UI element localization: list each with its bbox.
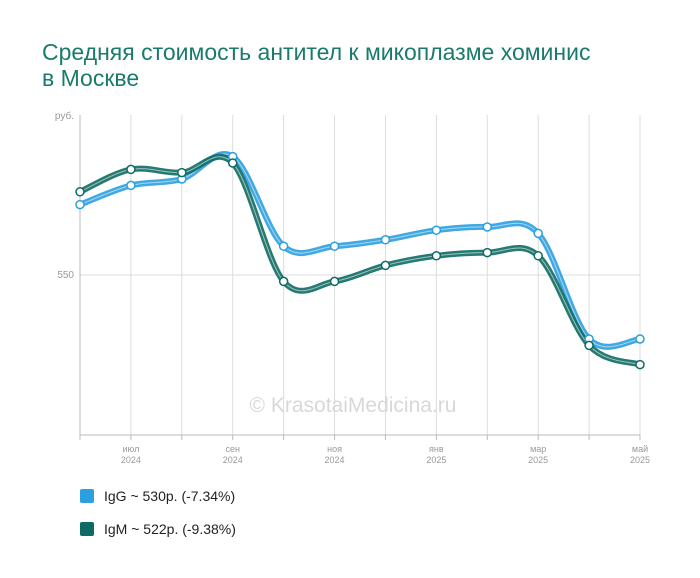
x-tick-label-year: 2025 (426, 455, 446, 465)
data-point-igg (482, 222, 493, 232)
data-point-igm (126, 164, 136, 175)
watermark: © KrasotaiMedicina.ru (250, 394, 457, 417)
chart-title: Средняя стоимость антител к микоплазме х… (42, 39, 591, 91)
data-point-igm (584, 340, 594, 351)
y-tick-label: 550 (57, 270, 74, 281)
data-point-igg (75, 199, 85, 210)
legend-item-igm[interactable]: IgM ~ 522р. (-9.38%) (80, 519, 236, 539)
x-tick-label-year: 2024 (121, 455, 141, 465)
x-tick-label-year: 2024 (223, 455, 243, 465)
x-tick-label-month: янв (429, 444, 444, 454)
data-point-igm (533, 251, 543, 261)
series-line-igg (77, 151, 643, 350)
series-points (75, 151, 645, 370)
data-point-igg (278, 241, 289, 251)
data-point-igm (380, 260, 391, 271)
data-point-igg (635, 334, 645, 344)
data-point-igm (227, 158, 238, 168)
legend-label-igg: IgG ~ 530р. (-7.34%) (104, 488, 236, 504)
series-lines (77, 151, 643, 368)
x-tick-label-month: ноя (327, 444, 342, 454)
legend-swatch-igm (80, 522, 94, 536)
x-tick-label-month: мар (530, 444, 546, 454)
legend-item-igg[interactable]: IgG ~ 530р. (-7.34%) (80, 486, 236, 506)
data-point-igg (380, 235, 391, 245)
data-point-igm (75, 187, 85, 197)
legend: IgG ~ 530р. (-7.34%) IgM ~ 522р. (-9.38%… (80, 486, 236, 552)
data-point-igm (177, 167, 187, 178)
data-point-igm (635, 359, 645, 370)
x-tick-label-month: май (632, 444, 648, 454)
data-point-igg (126, 180, 136, 191)
x-tick-label-month: июл (122, 444, 139, 454)
data-point-igg (431, 225, 442, 235)
x-tick-label-year: 2025 (630, 455, 650, 465)
data-point-igm (431, 251, 442, 261)
x-tick-label-year: 2024 (325, 455, 345, 465)
data-point-igm (482, 247, 493, 258)
data-point-igg (533, 228, 543, 239)
data-point-igm (278, 276, 289, 287)
legend-swatch-igg (80, 489, 94, 503)
data-point-igg (329, 241, 340, 251)
legend-label-igm: IgM ~ 522р. (-9.38%) (104, 521, 236, 537)
axes: руб.550июл2024сен2024ноя2024янв2025мар20… (55, 110, 650, 465)
x-tick-label-year: 2025 (528, 455, 548, 465)
y-axis-unit-label: руб. (55, 110, 74, 122)
x-tick-label-month: сен (225, 444, 240, 454)
data-point-igm (329, 276, 340, 287)
